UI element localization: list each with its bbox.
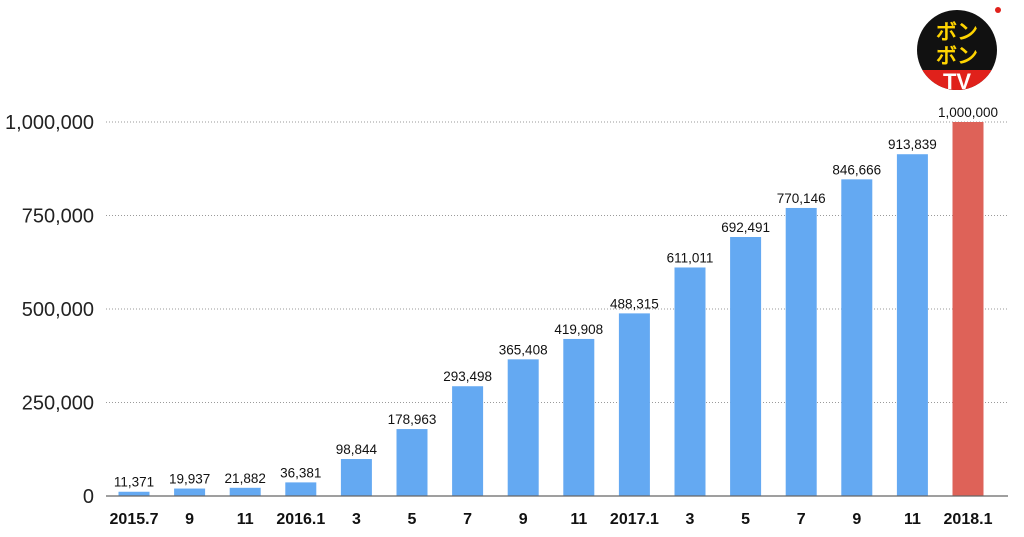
data-label: 178,963 [388, 412, 437, 427]
bar [507, 359, 539, 496]
data-label: 36,381 [280, 465, 321, 480]
gridlines [106, 121, 1008, 403]
y-tick-label: 250,000 [22, 393, 94, 415]
bar [340, 459, 372, 496]
bar [785, 207, 817, 496]
bar [730, 237, 762, 496]
x-tick-label: 2018.1 [944, 511, 993, 528]
data-label: 21,882 [225, 471, 266, 486]
x-tick-label: 7 [463, 511, 472, 528]
data-label: 913,839 [888, 137, 937, 152]
logo-tv-text: TV [943, 69, 971, 94]
x-tick-label: 11 [237, 511, 254, 528]
x-tick-label: 2017.1 [610, 511, 659, 528]
data-label: 692,491 [721, 220, 770, 235]
logo-dot [995, 7, 1001, 13]
x-tick-label: 11 [904, 511, 921, 528]
x-tick-label: 7 [797, 511, 806, 528]
bar [174, 488, 206, 496]
logo-text-line2: ボン [936, 44, 978, 68]
x-tick-label: 5 [408, 511, 417, 528]
x-tick-label: 3 [686, 511, 695, 528]
bar [118, 491, 150, 496]
data-label: 846,666 [832, 162, 881, 177]
y-tick-label: 1,000,000 [5, 112, 94, 134]
bar [674, 267, 706, 496]
bar [285, 482, 317, 496]
data-label: 365,408 [499, 342, 548, 357]
data-label: 770,146 [777, 191, 826, 206]
logo-text-line1: ボン [936, 20, 978, 44]
x-tick-label: 9 [852, 511, 861, 528]
x-axis-tick-labels: 2015.7 9 11 2016.1 3 5 7 9 11 2017.1 3 5 7 9 11 2018.1 [110, 511, 993, 528]
bonbon-tv-logo: ボン ボン TV [917, 7, 1001, 94]
data-labels: 11,371 19,937 21,882 36,381 98,844 178,963 293… [114, 105, 998, 490]
data-label: 293,498 [443, 369, 492, 384]
bars [118, 122, 984, 496]
data-label: 611,011 [667, 250, 714, 265]
y-tick-label: 750,000 [22, 206, 94, 228]
x-tick-label: 2015.7 [110, 511, 159, 528]
bar [896, 154, 928, 496]
data-label: 488,315 [610, 296, 659, 311]
data-label: 1,000,000 [938, 105, 998, 120]
bar [229, 487, 261, 496]
data-label: 419,908 [554, 322, 603, 337]
bar [618, 313, 650, 496]
x-tick-label: 3 [352, 511, 361, 528]
data-label: 11,371 [114, 475, 154, 490]
x-tick-label: 9 [519, 511, 528, 528]
data-label: 98,844 [336, 442, 378, 457]
y-axis-tick-labels: 0 250,000 500,000 750,000 1,000,000 [5, 112, 94, 508]
bar [563, 338, 595, 496]
x-tick-label: 5 [741, 511, 750, 528]
bar [952, 122, 984, 496]
data-label: 19,937 [169, 472, 210, 487]
bar [396, 429, 428, 496]
y-tick-label: 500,000 [22, 299, 94, 321]
x-tick-label: 11 [570, 511, 587, 528]
y-tick-label: 0 [83, 486, 94, 508]
bar [841, 179, 873, 496]
x-tick-label: 2016.1 [276, 511, 325, 528]
bar [452, 386, 484, 496]
x-tick-label: 9 [185, 511, 194, 528]
